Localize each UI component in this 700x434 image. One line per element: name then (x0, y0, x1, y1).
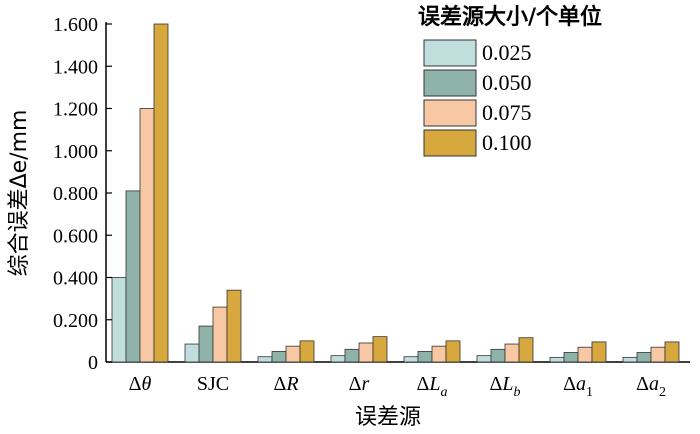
bar (445, 340, 461, 363)
bar (285, 345, 301, 363)
x-tick-label: ΔLb (490, 373, 521, 400)
bar (344, 348, 360, 363)
bar (577, 346, 593, 363)
bar (622, 356, 638, 363)
legend-label: 0.075 (482, 100, 532, 125)
x-tick-label: Δθ (129, 373, 152, 395)
bars (111, 23, 680, 363)
y-tick-label: 1.200 (53, 99, 98, 121)
bar (153, 23, 169, 363)
x-tick-label: Δa1 (563, 373, 593, 400)
x-tick-label: SJC (197, 373, 229, 395)
x-axis-label: 误差源 (355, 405, 421, 430)
y-ticks: 0 0.200 0.400 0.600 0.800 1.000 1.200 1.400 1.60… (53, 14, 112, 374)
bar (403, 356, 419, 363)
legend: 误差源大小/个单位 0.025 0.050 0.075 0.100 (418, 4, 602, 157)
bar (417, 351, 433, 363)
legend-title: 误差源大小/个单位 (418, 4, 602, 30)
y-tick-label: 1.400 (53, 56, 98, 78)
y-tick-label: 1.000 (53, 141, 98, 163)
bar (518, 337, 534, 363)
bar (299, 340, 315, 363)
bar (198, 325, 214, 363)
y-tick-label: 0.200 (53, 310, 98, 332)
y-tick-label: 0.400 (53, 268, 98, 290)
bar (591, 341, 607, 363)
bar (504, 343, 520, 363)
x-tick-label: ΔR (273, 373, 298, 395)
x-tick-label: ΔLa (417, 373, 448, 400)
x-tick-label: Δa2 (636, 373, 666, 400)
bar (184, 343, 200, 363)
y-tick-label: 0.800 (53, 183, 98, 205)
legend-swatch (423, 129, 477, 157)
bar (358, 342, 374, 363)
bar (271, 351, 287, 363)
x-tick-label: Δr (349, 373, 370, 395)
legend-swatch (423, 99, 477, 127)
bar (372, 336, 388, 363)
bar (111, 277, 127, 363)
legend-label: 0.025 (482, 40, 532, 65)
y-axis-label: 综合误差Δe/mm (7, 110, 32, 277)
y-tick-label: 1.600 (53, 14, 98, 36)
bar (549, 356, 565, 363)
legend-swatch (423, 69, 477, 97)
bar (226, 289, 242, 363)
bar (139, 108, 155, 363)
bar (257, 356, 273, 363)
bar (431, 345, 447, 363)
bar (650, 346, 666, 363)
bar (636, 352, 652, 363)
y-tick-label: 0.600 (53, 225, 98, 247)
x-ticks: Δθ SJC ΔR Δr ΔLa ΔLb Δa1 Δa2 (129, 373, 666, 400)
bar (563, 352, 579, 363)
y-tick-label: 0 (88, 352, 98, 374)
bar (125, 190, 141, 363)
legend-swatch (423, 39, 477, 67)
legend-label: 0.100 (482, 130, 532, 155)
bar (476, 355, 492, 363)
legend-label: 0.050 (482, 70, 532, 95)
bar (664, 341, 680, 363)
bar (490, 348, 506, 363)
axes (105, 22, 690, 363)
bar (212, 306, 228, 363)
bar (330, 355, 346, 363)
